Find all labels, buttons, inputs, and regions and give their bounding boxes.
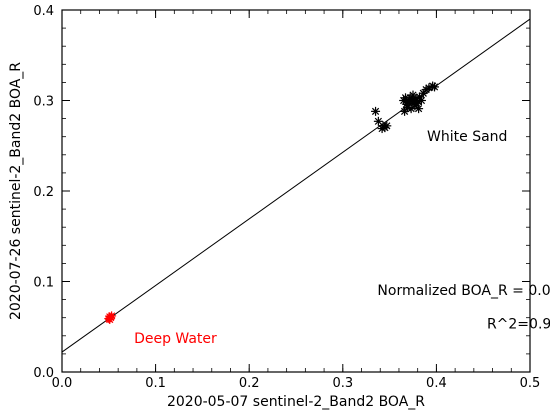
scatter-point (416, 96, 426, 105)
scatter-point (414, 104, 424, 114)
annotations: White Sand Deep Water Normalized BOA_R = 0… (134, 129, 550, 347)
x-tick-label: 0.1 (145, 376, 166, 391)
x-tick-label: 0.3 (332, 376, 353, 391)
data-points (104, 81, 440, 325)
annotation-equation: Normalized BOA_R = 0.022 + 0.736*x (377, 283, 550, 299)
scatter-point (401, 93, 411, 103)
y-tick-label: 0.2 (33, 185, 54, 200)
scatter-point (382, 121, 392, 131)
x-tick-label: 0.0 (52, 376, 73, 391)
y-axis-label: 2020-07-26 sentinel-2_Band2 BOA_R (8, 62, 24, 320)
scatter-point (377, 124, 387, 134)
x-tick-label: 0.2 (239, 376, 260, 391)
plot-frame (61, 9, 531, 373)
scatter-point (430, 82, 440, 92)
scatter-point (371, 106, 381, 116)
scatter-point (408, 90, 418, 100)
axis-ticks (61, 9, 531, 373)
annotation-r2: R^2=0.998 (487, 317, 550, 333)
scatter-point (400, 106, 410, 116)
annotation-white-sand: White Sand (427, 129, 507, 145)
y-tick-label: 0.1 (33, 276, 54, 291)
x-tick-label: 0.4 (426, 376, 447, 391)
regression-line (61, 18, 531, 353)
scatter-point (105, 315, 115, 325)
y-tick-label: 0.3 (33, 95, 54, 110)
x-axis-label: 2020-05-07 sentinel-2_Band2 BOA_R (167, 394, 425, 410)
y-tick-label: 0.0 (33, 366, 54, 381)
x-tick-label: 0.5 (520, 376, 541, 391)
y-tick-label: 0.4 (33, 4, 54, 19)
annotation-deep-water: Deep Water (134, 331, 217, 347)
tick-labels: 0.0 0.1 0.2 0.3 0.4 0.5 0.0 0.1 0.2 0.3 0.4 (33, 4, 540, 391)
